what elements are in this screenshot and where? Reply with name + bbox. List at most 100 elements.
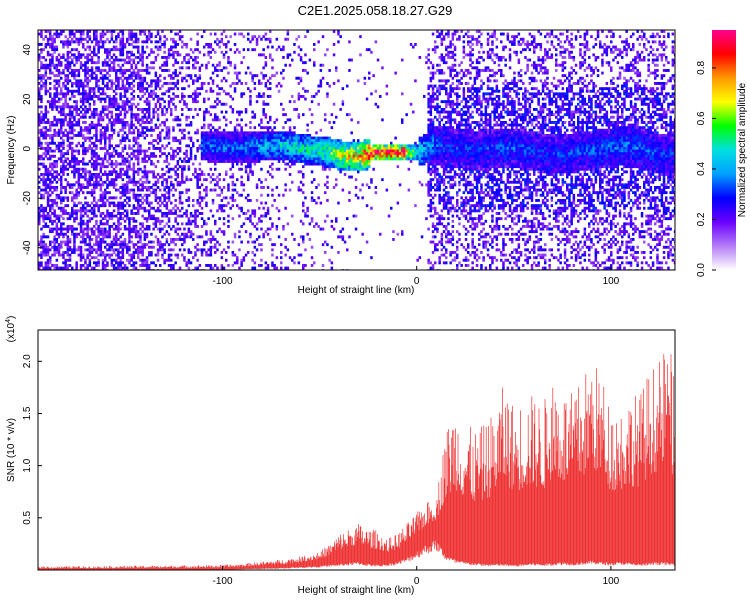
spectrogram-cell: [229, 121, 232, 124]
spectrogram-cell: [106, 243, 109, 247]
spectrogram-cell: [97, 43, 100, 46]
spectrogram-cell: [187, 58, 191, 62]
spectrogram-cell: [170, 238, 173, 241]
spectrogram-cell: [101, 110, 105, 114]
spectrogram-cell: [123, 92, 127, 96]
spectrogram-cell: [75, 100, 78, 104]
spectrogram-cell: [238, 167, 241, 171]
spectrogram-cell: [84, 243, 87, 247]
spectrogram-cell: [154, 92, 158, 96]
spectrogram-cell: [154, 71, 158, 75]
spectrogram-cell: [299, 95, 303, 98]
spectrogram-cell: [95, 61, 98, 65]
spectrogram-cell: [115, 37, 118, 41]
spectrogram-cell: [71, 232, 74, 236]
spectrogram-cell: [273, 74, 276, 78]
spectrogram-cell: [123, 225, 127, 228]
spectrogram-cell: [40, 214, 43, 218]
spectrogram-cell: [112, 40, 116, 44]
spectrogram-cell: [101, 230, 105, 234]
spectrogram-cell: [302, 69, 305, 72]
spectrogram-cell: [192, 214, 195, 218]
spectrogram-cell: [251, 136, 254, 140]
spectrogram-cell: [214, 113, 217, 117]
spectrogram-cell: [225, 35, 228, 39]
spectrogram-cell: [249, 219, 252, 223]
spectrogram-cell: [115, 35, 118, 39]
spectrogram-cell: [341, 147, 345, 150]
spectrogram-cell: [57, 178, 61, 182]
spectrogram-cell: [46, 170, 50, 174]
spectrogram-cell: [49, 240, 52, 244]
spectrogram-cell: [112, 128, 116, 132]
spectrogram-cell: [262, 126, 265, 130]
spectrogram-cell: [90, 175, 94, 179]
spectrogram-cell: [137, 157, 140, 161]
spectrogram-cell: [139, 147, 142, 150]
spectrogram-cell: [55, 238, 59, 241]
spectrogram-cell: [90, 40, 94, 44]
spectrogram-cell: [207, 149, 210, 153]
spectrogram-cell: [137, 102, 140, 106]
spectrogram-cell: [62, 108, 65, 111]
spectrogram-cell: [99, 199, 103, 202]
spectrogram-cell: [117, 79, 120, 83]
spectrogram-cell: [247, 175, 250, 179]
spectrogram-cell: [156, 76, 160, 80]
spectrogram-cell: [198, 178, 202, 182]
spectrogram-cell: [211, 235, 215, 239]
spectrogram-cell: [82, 102, 85, 106]
spectrogram-cell: [222, 56, 226, 59]
spectrogram-cell: [104, 136, 107, 140]
spectrogram-cell: [119, 30, 122, 33]
spectrogram-cell: [84, 56, 87, 59]
spectrogram-cell: [194, 222, 197, 226]
spectrogram-cell: [302, 147, 305, 150]
spectrogram-cell: [126, 53, 129, 57]
spectrogram-cell: [269, 154, 272, 158]
spectrogram-cell: [148, 141, 151, 145]
spectrogram-cell: [73, 173, 76, 176]
spectrogram-cell: [262, 53, 265, 57]
spectrogram-cell: [203, 243, 206, 247]
spectrogram-cell: [99, 131, 103, 135]
spectrogram-cell: [139, 30, 142, 33]
spectrogram-cell: [337, 147, 340, 150]
spectrogram-cell: [60, 227, 63, 231]
spectrogram-cell: [185, 160, 188, 163]
spectrogram-cell: [82, 134, 85, 137]
spectrogram-cell: [143, 206, 147, 210]
spectrogram-cell: [62, 144, 65, 148]
spectrogram-cell: [62, 167, 65, 171]
spectrogram-cell: [88, 136, 92, 140]
spectrogram-cell: [222, 139, 226, 143]
spectrogram-cell: [159, 222, 162, 226]
spectrogram-cell: [271, 261, 274, 265]
spectrogram-cell: [139, 144, 142, 148]
spectrogram-cell: [104, 108, 107, 111]
spectrogram-cell: [42, 235, 45, 239]
spectrogram-cell: [150, 40, 153, 44]
spectrogram-cell: [97, 173, 100, 176]
spectrogram-cell: [88, 160, 92, 163]
spectrogram-cell: [240, 209, 243, 213]
spectrogram-cell: [75, 266, 78, 270]
spectrogram-cell: [167, 134, 171, 137]
spectrogram-cell: [284, 167, 287, 171]
spectrogram-cell: [236, 110, 239, 114]
spectrogram-cell: [258, 206, 261, 210]
spectrogram-cell: [123, 227, 127, 231]
spectrogram-cell: [68, 258, 72, 262]
spectrogram-cell: [282, 134, 285, 137]
spectrogram-cell: [145, 209, 149, 213]
spectrogram-cell: [264, 157, 268, 161]
spectrogram-cell: [269, 53, 272, 57]
spectrogram-cell: [90, 50, 94, 54]
spectrogram-cell: [167, 48, 171, 52]
spectrogram-cell: [216, 128, 219, 132]
spectrogram-cell: [38, 113, 41, 117]
spectrogram-cell: [282, 136, 285, 140]
spectrogram-cell: [139, 123, 142, 127]
spectrogram-cell: [145, 160, 149, 163]
spectrogram-cell: [86, 82, 89, 85]
